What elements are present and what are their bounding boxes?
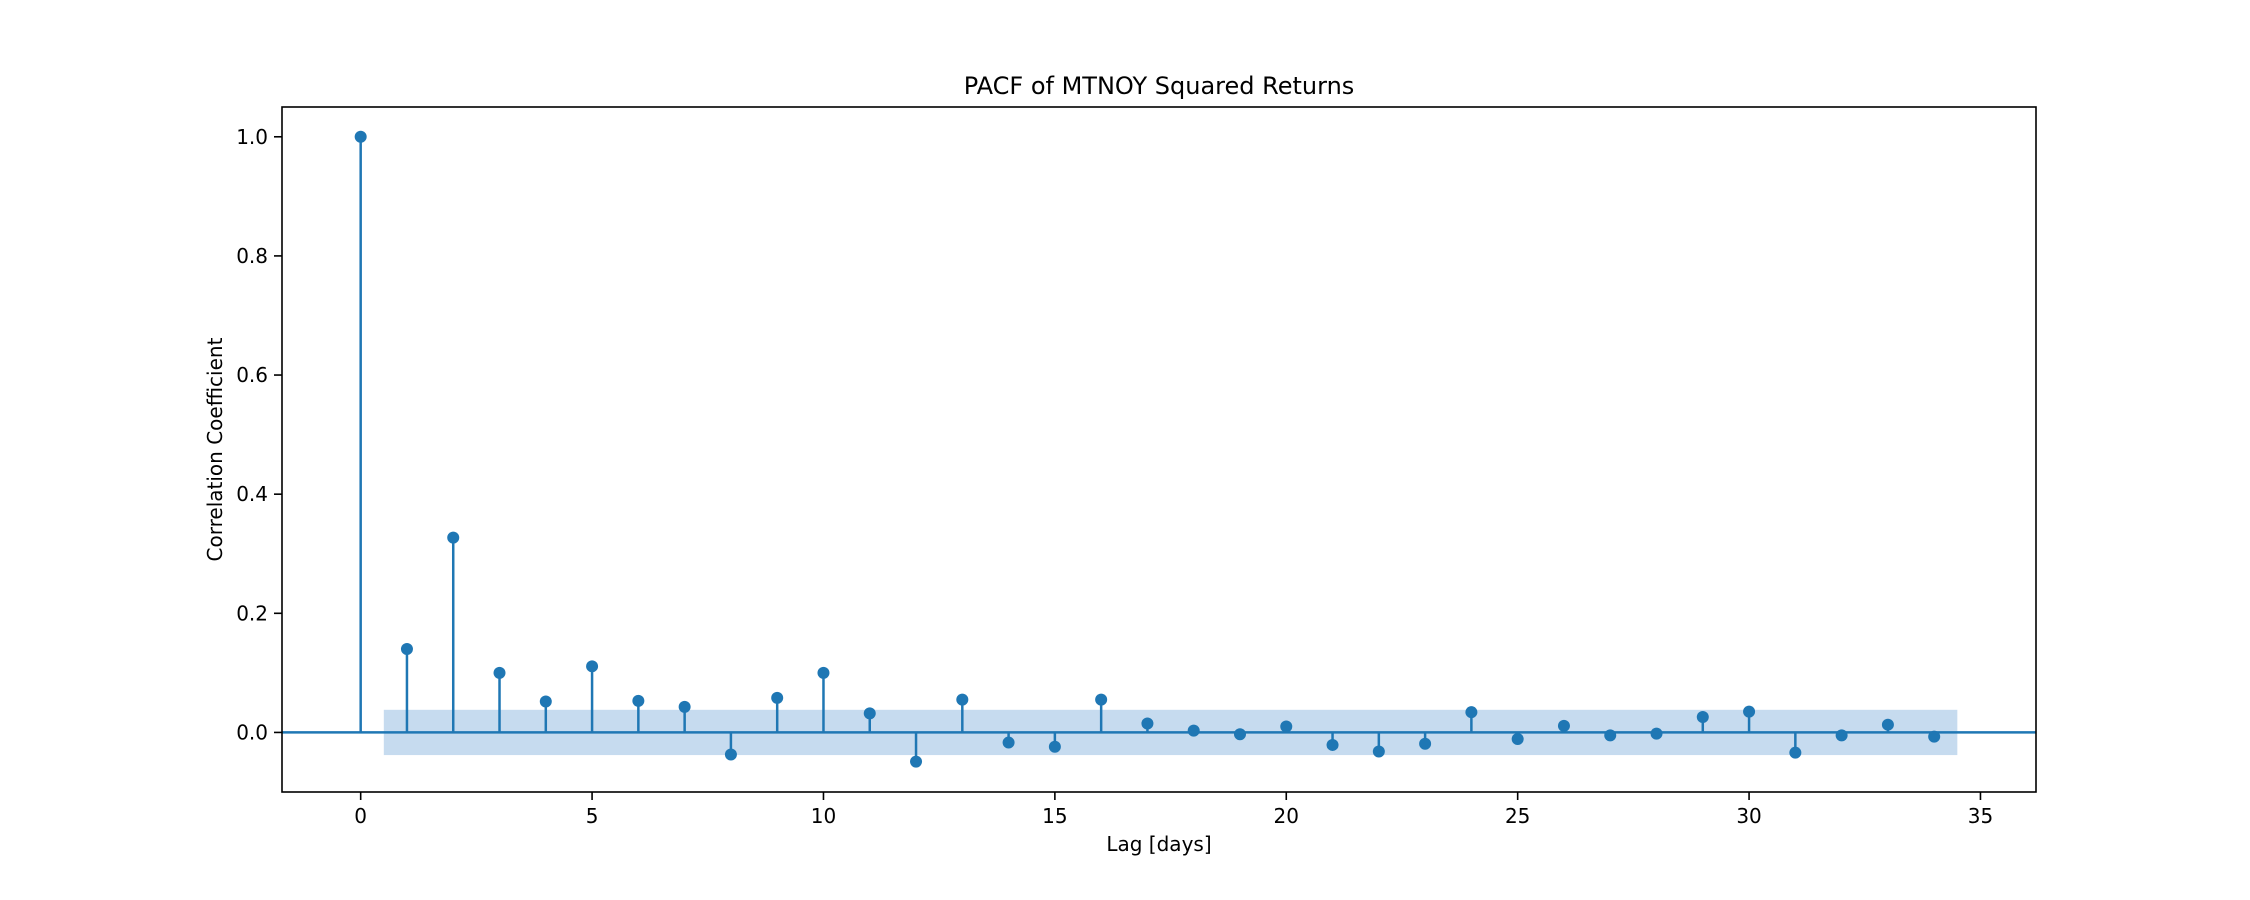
x-tick-label: 25: [1505, 804, 1530, 828]
y-tick-label: 0.8: [236, 244, 268, 268]
x-tick-label: 20: [1274, 804, 1299, 828]
y-tick-label: 0.6: [236, 363, 268, 387]
stem-marker-lag-8: [724, 748, 737, 761]
stem-marker-lag-15: [1048, 740, 1061, 753]
stem-marker-lag-16: [1095, 693, 1108, 706]
stem-marker-lag-7: [678, 700, 691, 713]
stem-marker-lag-17: [1141, 717, 1154, 730]
stem-marker-lag-32: [1835, 729, 1848, 742]
y-tick-label: 0.4: [236, 482, 268, 506]
stem-marker-lag-3: [493, 666, 506, 679]
stem-marker-lag-25: [1511, 732, 1524, 745]
y-tick-label: 1.0: [236, 125, 268, 149]
stem-marker-lag-5: [586, 660, 599, 673]
stem-marker-lag-24: [1465, 706, 1478, 719]
x-tick-label: 30: [1736, 804, 1761, 828]
stem-marker-lag-0: [354, 130, 367, 143]
stem-marker-lag-31: [1789, 746, 1802, 759]
stem-marker-lag-4: [539, 695, 552, 708]
x-tick-label: 15: [1042, 804, 1067, 828]
stem-marker-lag-13: [956, 693, 969, 706]
stem-marker-lag-21: [1326, 738, 1339, 751]
axis-layer: 0 5 10 15 20 25 30 35 0.0 0.2 0.4 0.6 0.8 1.0: [236, 106, 2037, 828]
x-tick-label: 5: [586, 804, 599, 828]
stem-marker-lag-27: [1604, 729, 1617, 742]
stem-marker-lag-19: [1233, 728, 1246, 741]
x-axis-label: Lag [days]: [1106, 832, 1211, 856]
stem-marker-lag-28: [1650, 727, 1663, 740]
stem-marker-lag-9: [771, 691, 784, 704]
stem-marker-lag-20: [1280, 720, 1293, 733]
y-tick-label: 0.2: [236, 601, 268, 625]
stem-marker-lag-12: [910, 755, 923, 768]
stem-marker-lag-29: [1696, 710, 1709, 723]
stem-marker-lag-10: [817, 666, 830, 679]
stem-marker-lag-2: [447, 531, 460, 544]
stem-layer: [354, 130, 1941, 768]
stem-marker-lag-11: [863, 707, 876, 720]
plot-frame: [281, 106, 2037, 793]
stem-marker-lag-1: [400, 643, 413, 656]
stem-marker-lag-33: [1881, 718, 1894, 731]
stem-marker-lag-14: [1002, 736, 1015, 749]
stem-marker-lag-23: [1419, 737, 1432, 750]
stem-marker-lag-30: [1743, 705, 1756, 718]
y-axis-label: Correlation Coefficient: [203, 337, 227, 561]
stem-marker-lag-22: [1372, 745, 1385, 758]
stem-marker-lag-34: [1928, 730, 1941, 743]
stem-marker-lag-6: [632, 694, 645, 707]
stem-marker-lag-26: [1557, 719, 1570, 732]
x-tick-label: 35: [1968, 804, 1993, 828]
y-tick-label: 0.0: [236, 720, 268, 744]
chart-title: PACF of MTNOY Squared Returns: [964, 72, 1355, 100]
x-tick-label: 0: [354, 804, 367, 828]
stem-marker-lag-18: [1187, 724, 1200, 737]
x-tick-label: 10: [811, 804, 836, 828]
